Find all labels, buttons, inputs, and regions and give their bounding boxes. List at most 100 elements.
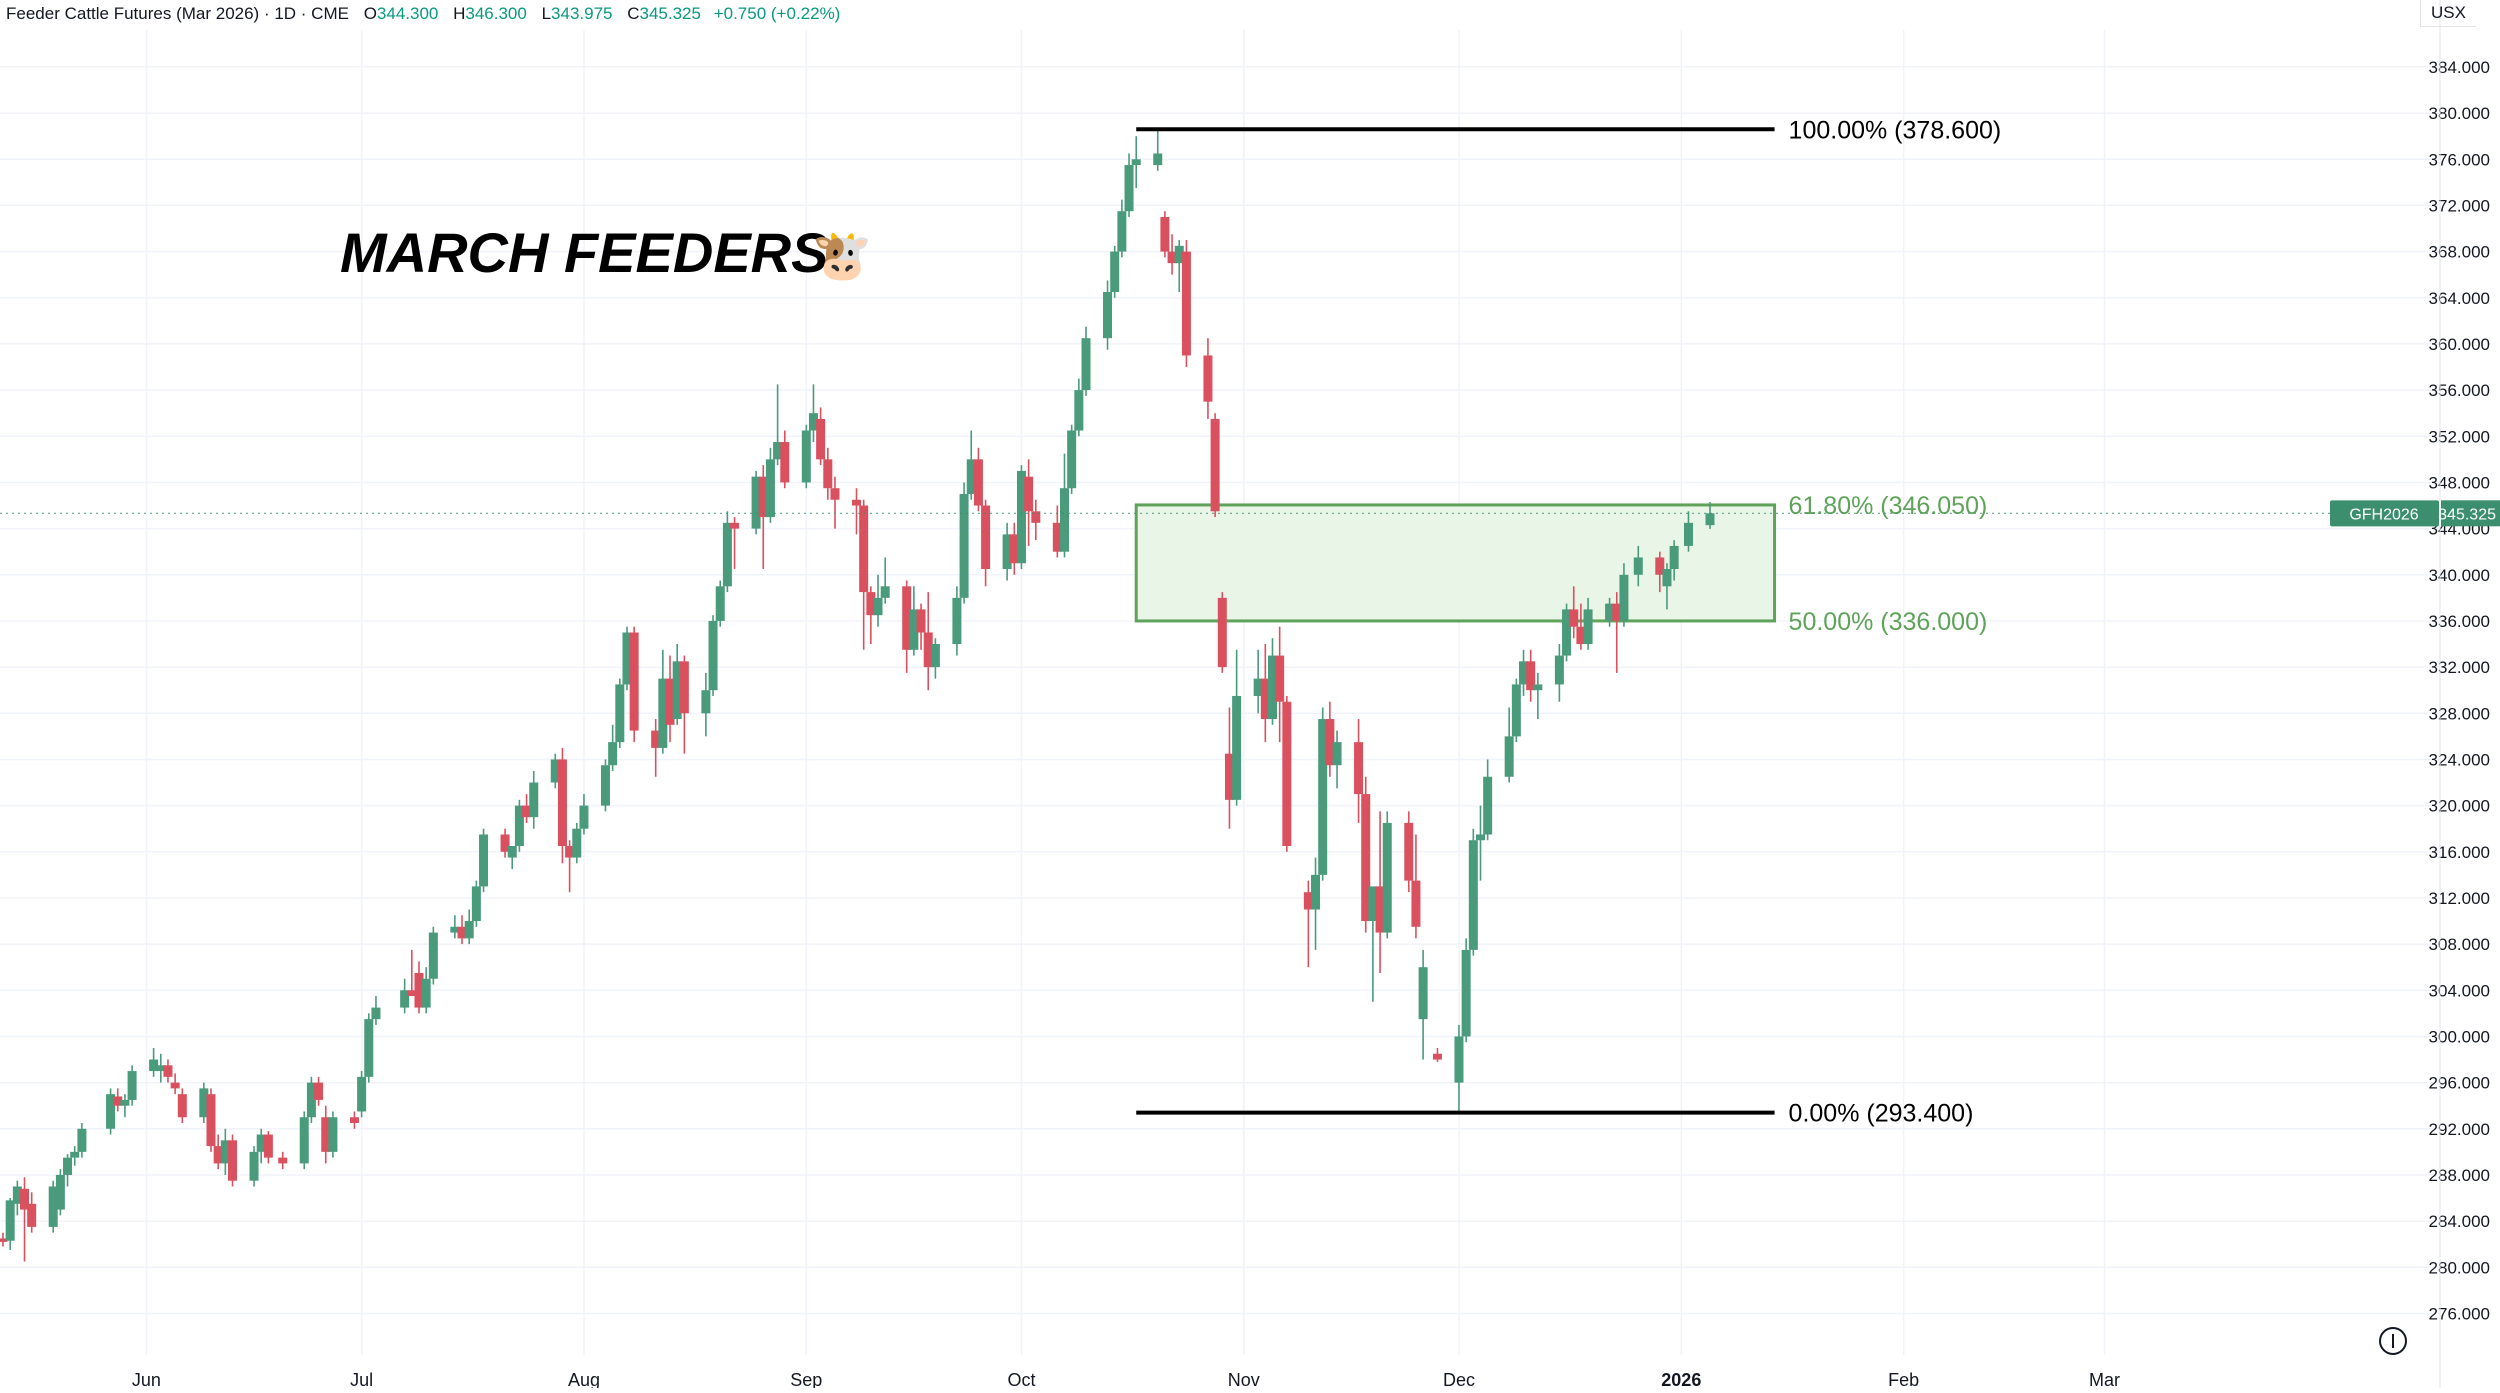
candle[interactable]	[1511, 678, 1521, 743]
candle[interactable]	[1662, 563, 1672, 610]
candle[interactable]	[400, 978, 410, 1014]
candle[interactable]	[349, 1111, 359, 1129]
candle[interactable]	[1217, 592, 1227, 673]
candle[interactable]	[1160, 211, 1170, 258]
candle[interactable]	[1311, 857, 1321, 950]
candle[interactable]	[113, 1088, 123, 1112]
candle[interactable]	[1683, 511, 1693, 552]
candle[interactable]	[952, 586, 962, 656]
candle[interactable]	[1562, 603, 1572, 662]
candle[interactable]	[0, 1232, 8, 1247]
candle[interactable]	[1117, 199, 1127, 258]
candle[interactable]	[1612, 592, 1622, 673]
candle[interactable]	[1059, 453, 1069, 558]
candle[interactable]	[328, 1111, 338, 1158]
candle[interactable]	[866, 586, 876, 645]
candle[interactable]	[808, 384, 818, 443]
candle[interactable]	[816, 407, 826, 466]
fib-zone[interactable]	[1134, 503, 1777, 623]
candle[interactable]	[1325, 701, 1335, 777]
candle[interactable]	[278, 1151, 288, 1170]
candle[interactable]	[1382, 811, 1392, 939]
candle[interactable]	[357, 1071, 367, 1118]
candle[interactable]	[1432, 1047, 1442, 1062]
candle[interactable]	[1354, 719, 1364, 823]
candle[interactable]	[1526, 649, 1536, 702]
candle[interactable]	[314, 1076, 324, 1106]
candle[interactable]	[880, 557, 890, 604]
candle[interactable]	[1110, 245, 1120, 298]
candle[interactable]	[751, 470, 761, 535]
candle[interactable]	[1605, 597, 1615, 627]
candle[interactable]	[1619, 563, 1629, 627]
symbol-title[interactable]: Feeder Cattle Futures (Mar 2026) · 1D · …	[6, 4, 349, 23]
candle[interactable]	[916, 603, 926, 650]
candle[interactable]	[1124, 153, 1134, 217]
candle[interactable]	[1303, 880, 1313, 968]
candle[interactable]	[1533, 672, 1543, 720]
candle[interactable]	[1024, 459, 1034, 546]
candle[interactable]	[177, 1088, 187, 1124]
candle[interactable]	[773, 384, 783, 466]
candle[interactable]	[1067, 424, 1077, 494]
candle[interactable]	[1633, 545, 1643, 587]
candle[interactable]	[464, 909, 474, 945]
candle[interactable]	[407, 949, 417, 997]
candle[interactable]	[1052, 505, 1062, 558]
candle[interactable]	[256, 1128, 266, 1164]
candle[interactable]	[1174, 240, 1184, 292]
candle[interactable]	[1554, 644, 1564, 702]
candle[interactable]	[730, 517, 740, 570]
candle[interactable]	[1454, 1024, 1464, 1113]
candle[interactable]	[1074, 378, 1084, 437]
candle[interactable]	[658, 649, 668, 754]
candle[interactable]	[1002, 522, 1012, 581]
candle[interactable]	[1167, 234, 1177, 275]
candle[interactable]	[228, 1134, 238, 1187]
candle[interactable]	[930, 638, 940, 679]
candle[interactable]	[529, 770, 539, 829]
candle[interactable]	[421, 967, 431, 1014]
candle[interactable]	[450, 915, 460, 939]
candle[interactable]	[48, 1180, 58, 1233]
candle[interactable]	[522, 794, 532, 823]
candle[interactable]	[1103, 280, 1113, 350]
candle[interactable]	[1583, 597, 1593, 650]
candle[interactable]	[1475, 805, 1485, 881]
candle[interactable]	[27, 1192, 37, 1233]
candle[interactable]	[579, 794, 589, 835]
candle[interactable]	[973, 447, 983, 512]
candle[interactable]	[780, 430, 790, 489]
candle[interactable]	[1332, 730, 1342, 789]
candle[interactable]	[679, 655, 689, 754]
candle[interactable]	[873, 574, 883, 627]
candle[interactable]	[708, 615, 718, 696]
candle[interactable]	[321, 1105, 331, 1164]
candle[interactable]	[364, 1013, 374, 1083]
candle[interactable]	[263, 1131, 273, 1164]
candle[interactable]	[1203, 338, 1213, 419]
candle[interactable]	[1318, 707, 1328, 881]
candle[interactable]	[1253, 649, 1263, 714]
candle[interactable]	[1655, 551, 1665, 593]
candle[interactable]	[199, 1082, 209, 1124]
candle[interactable]	[428, 926, 438, 985]
candle[interactable]	[801, 424, 811, 489]
candle[interactable]	[1576, 603, 1586, 650]
candle[interactable]	[615, 678, 625, 748]
candle[interactable]	[1483, 759, 1493, 841]
candle[interactable]	[1461, 938, 1471, 1043]
candle[interactable]	[701, 672, 711, 737]
candle[interactable]	[966, 430, 976, 500]
candle[interactable]	[909, 586, 919, 656]
candle[interactable]	[5, 1198, 15, 1250]
candle[interactable]	[371, 996, 381, 1025]
candle[interactable]	[1705, 502, 1715, 529]
candle[interactable]	[765, 447, 775, 523]
candle[interactable]	[923, 592, 933, 691]
candle[interactable]	[306, 1076, 316, 1124]
candle[interactable]	[1519, 649, 1529, 696]
candle[interactable]	[507, 846, 517, 870]
